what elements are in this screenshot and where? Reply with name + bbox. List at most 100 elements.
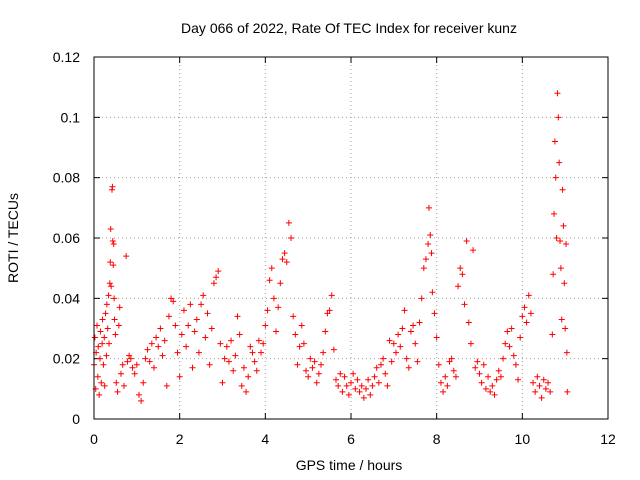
- data-point: [495, 367, 502, 374]
- data-point: [135, 391, 142, 398]
- data-point: [564, 388, 571, 395]
- data-point: [202, 334, 209, 341]
- data-point: [161, 337, 168, 344]
- x-tick-label: 4: [261, 431, 269, 447]
- data-point: [251, 358, 258, 365]
- data-point: [480, 361, 487, 368]
- data-point: [350, 370, 357, 377]
- y-tick-label: 0: [72, 411, 80, 427]
- data-point: [131, 370, 138, 377]
- data-point: [562, 325, 569, 332]
- data-point: [560, 222, 567, 229]
- data-point: [472, 364, 479, 371]
- data-point: [213, 274, 220, 281]
- y-tick-label: 0.12: [53, 49, 80, 65]
- data-point: [236, 331, 243, 338]
- data-point: [185, 322, 192, 329]
- data-point: [247, 343, 254, 350]
- data-point: [384, 382, 391, 389]
- data-point: [414, 358, 421, 365]
- data-point: [362, 385, 369, 392]
- data-point: [260, 340, 267, 347]
- data-point: [428, 250, 435, 257]
- data-point: [148, 340, 155, 347]
- data-point: [410, 322, 417, 329]
- data-point: [333, 376, 340, 383]
- data-point: [303, 367, 310, 374]
- x-tick-label: 0: [90, 431, 98, 447]
- y-tick-label: 0.06: [53, 230, 80, 246]
- data-point: [324, 310, 331, 317]
- data-point: [326, 307, 333, 314]
- data-point: [555, 114, 562, 121]
- data-point: [360, 394, 367, 401]
- data-point: [100, 361, 107, 368]
- data-point: [556, 159, 563, 166]
- data-point: [538, 394, 545, 401]
- data-point: [517, 334, 524, 341]
- data-point: [101, 334, 108, 341]
- data-point: [249, 349, 256, 356]
- data-point: [440, 388, 447, 395]
- data-point: [547, 388, 554, 395]
- data-point: [515, 376, 522, 383]
- data-point: [356, 388, 363, 395]
- data-point: [113, 379, 120, 386]
- data-point: [103, 301, 110, 308]
- axis-ticks: [93, 56, 609, 420]
- data-point: [487, 388, 494, 395]
- data-point: [510, 352, 517, 359]
- data-point: [425, 204, 432, 211]
- plot-frame: [93, 56, 609, 420]
- data-point: [431, 310, 438, 317]
- data-point: [95, 343, 102, 350]
- data-point: [170, 298, 177, 305]
- data-point: [266, 277, 273, 284]
- data-point: [198, 301, 205, 308]
- data-point: [412, 340, 419, 347]
- data-point: [120, 382, 127, 389]
- data-point: [115, 322, 122, 329]
- data-point: [112, 331, 119, 338]
- data-point: [388, 358, 395, 365]
- data-point: [281, 250, 288, 257]
- data-point: [114, 388, 121, 395]
- data-point: [367, 391, 374, 398]
- data-point: [107, 225, 114, 232]
- y-tick-label: 0.04: [53, 290, 80, 306]
- data-point: [94, 373, 101, 380]
- data-point: [270, 295, 277, 302]
- data-point: [343, 382, 350, 389]
- data-point: [545, 379, 552, 386]
- data-point: [219, 379, 226, 386]
- data-point: [554, 90, 561, 97]
- data-point: [401, 307, 408, 314]
- data-point: [405, 364, 412, 371]
- data-point: [159, 352, 166, 359]
- data-point: [523, 319, 530, 326]
- data-point: [133, 361, 140, 368]
- data-point: [111, 316, 118, 323]
- data-point: [377, 361, 384, 368]
- data-point: [146, 358, 153, 365]
- data-point: [318, 361, 325, 368]
- x-tick-label: 2: [176, 431, 184, 447]
- data-point: [275, 304, 282, 311]
- data-point: [563, 241, 570, 248]
- data-point: [448, 355, 455, 362]
- data-point: [210, 280, 217, 287]
- data-point: [238, 382, 245, 389]
- grid-lines: [94, 57, 608, 419]
- data-point: [395, 331, 402, 338]
- data-point: [283, 259, 290, 266]
- data-point: [294, 361, 301, 368]
- data-point: [253, 367, 260, 374]
- data-point: [313, 379, 320, 386]
- data-point: [223, 343, 230, 350]
- data-point: [489, 382, 496, 389]
- data-point: [309, 364, 316, 371]
- data-point: [536, 382, 543, 389]
- data-point: [422, 256, 429, 263]
- data-point: [255, 337, 262, 344]
- data-point: [124, 358, 131, 365]
